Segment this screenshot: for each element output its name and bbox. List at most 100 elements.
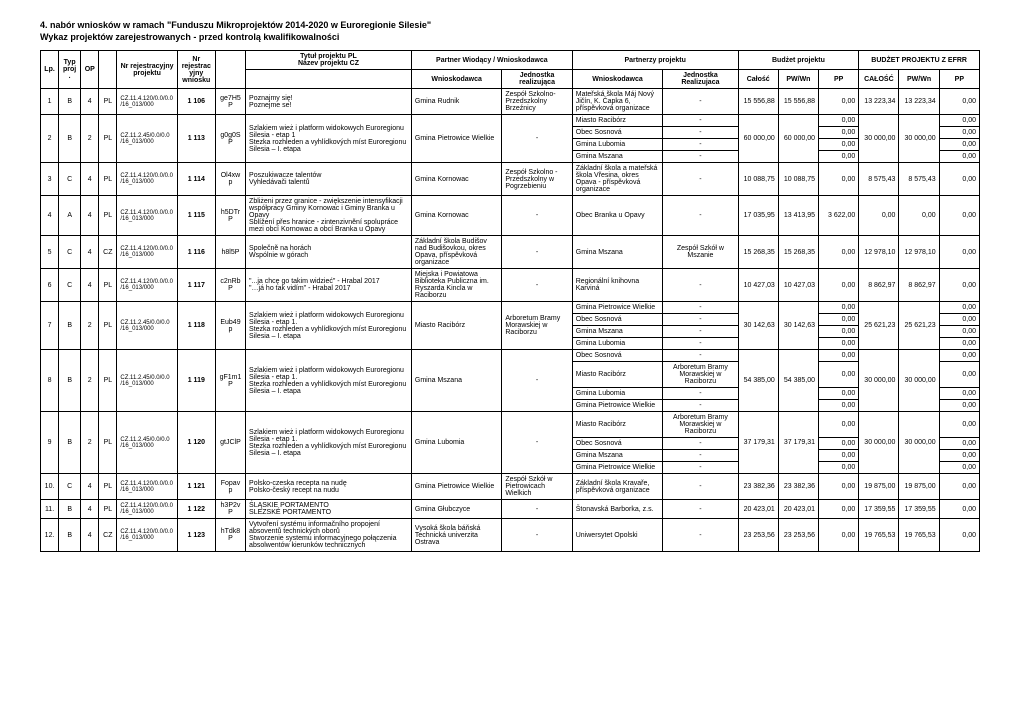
cell-title: Szlakiem wież i platform widokowych Euro… xyxy=(246,412,412,474)
table-row: 6C4PLCZ.11.4.120/0.0/0.0/16_013/0001 117… xyxy=(41,269,980,302)
cell-budget-2: 0,00 xyxy=(819,474,859,500)
cell-nrreg: 1 116 xyxy=(177,236,215,269)
cell-typ: C xyxy=(59,474,81,500)
hdr-tytul-pl: Tytuł projektu PL xyxy=(249,53,408,60)
hdr-tytul: Tytuł projektu PL Název projektu CZ xyxy=(246,51,412,70)
hdr-partner-wiodacy: Partner Wiodący / Wnioskodawca xyxy=(411,51,572,70)
cell-budget-3: 13 223,34 xyxy=(859,89,899,115)
cell-partner-jedn: - xyxy=(663,115,738,127)
cell-partner-wniosk: Gmina Mszana xyxy=(572,236,662,269)
cell-jedn: - xyxy=(502,236,572,269)
cell-title: Poznajmy się!Poznejme se! xyxy=(246,89,412,115)
cell-nrreg: 1 115 xyxy=(177,196,215,236)
title-line-1: 4. nabór wniosków w ramach "Funduszu Mik… xyxy=(40,20,980,30)
cell-code: h5DTrP xyxy=(215,196,245,236)
hdr-code xyxy=(215,51,245,89)
cell-typ: B xyxy=(59,412,81,474)
cell-pp: 0,00 xyxy=(819,438,859,450)
projects-table: Lp. Typ proj. OP Nr rejestracyjny projek… xyxy=(40,50,980,552)
cell-op: 2 xyxy=(81,302,99,350)
cell-title: Szlakiem wież i platform widokowych Euro… xyxy=(246,350,412,412)
cell-nrreg: 1 113 xyxy=(177,115,215,163)
cell-budget-4: 19 765,53 xyxy=(899,519,939,552)
cell-partner-wniosk: Štonavská Barborka, z.s. xyxy=(572,500,662,519)
table-row: 9B2PLCZ.11.2.45/0.0/0.0/16_013/0001 120g… xyxy=(41,412,980,438)
cell-reg: CZ.11.4.120/0.0/0.0/16_013/000 xyxy=(117,500,177,519)
cell-partner-wniosk: Základní škola Kravaře, příspěvková orga… xyxy=(572,474,662,500)
cell-budget-1: 10 088,75 xyxy=(778,163,818,196)
cell-typ: B xyxy=(59,500,81,519)
cell-budget-4: 0,00 xyxy=(899,196,939,236)
hdr-partnerzy: Partnerzy projektu xyxy=(572,51,738,70)
cell-jedn: Arboretum Bramy Morawskiej w Raciborzu xyxy=(502,302,572,350)
cell-wniosk: Gmina Kornowac xyxy=(411,163,501,196)
cell-title: Szlakiem wież i platform widokowych Euro… xyxy=(246,302,412,350)
cell-title: Vytvoření systému informačního propojení… xyxy=(246,519,412,552)
hdr-jednostka: Jednostka realizująca xyxy=(502,70,572,89)
cell-budget-5: 0,00 xyxy=(939,196,979,236)
hdr-pp: PP xyxy=(819,70,859,89)
cell-pp2: 0,00 xyxy=(939,350,979,362)
cell-b0: 37 179,31 xyxy=(738,412,778,474)
cell-wniosk: Gmina Mszana xyxy=(411,350,501,412)
cell-pp2: 0,00 xyxy=(939,400,979,412)
cell-typ: B xyxy=(59,519,81,552)
cell-pl: PL xyxy=(99,115,117,163)
cell-reg: CZ.11.2.45/0.0/0.0/16_013/000 xyxy=(117,115,177,163)
cell-pp: 0,00 xyxy=(819,412,859,438)
cell-budget-1: 15 268,35 xyxy=(778,236,818,269)
cell-reg: CZ.11.4.120/0.0/0.0/16_013/000 xyxy=(117,236,177,269)
cell-partner-wniosk: Gmina Mszana xyxy=(572,151,662,163)
cell-partner-jedn: - xyxy=(663,338,738,350)
cell-pl: PL xyxy=(99,89,117,115)
title-line-2: Wykaz projektów zarejestrowanych - przed… xyxy=(40,32,980,42)
cell-partner-jedn: - xyxy=(663,269,738,302)
cell-partner-jedn: - xyxy=(663,350,738,362)
cell-pl: PL xyxy=(99,474,117,500)
cell-partner-wniosk: Obec Sosnová xyxy=(572,350,662,362)
cell-partner-wniosk: Miasto Racibórz xyxy=(572,115,662,127)
cell-pl: PL xyxy=(99,350,117,412)
cell-pp: 0,00 xyxy=(819,314,859,326)
cell-title: Společně na horáchWspólnie w górach xyxy=(246,236,412,269)
cell-pp: 0,00 xyxy=(819,302,859,314)
cell-pl: CZ xyxy=(99,236,117,269)
hdr-calosc: Całość xyxy=(738,70,778,89)
cell-partner-jedn: - xyxy=(663,127,738,139)
cell-nrreg: 1 120 xyxy=(177,412,215,474)
cell-reg: CZ.11.4.120/0.0/0.0/16_013/000 xyxy=(117,163,177,196)
cell-b0: 54 385,00 xyxy=(738,350,778,412)
cell-nrreg: 1 106 xyxy=(177,89,215,115)
cell-pl: PL xyxy=(99,269,117,302)
cell-wniosk: Gmina Pietrowice Wielkie xyxy=(411,115,501,163)
cell-partner-wniosk: Gmina Pietrowice Wielkie xyxy=(572,302,662,314)
cell-typ: A xyxy=(59,196,81,236)
cell-typ: B xyxy=(59,302,81,350)
cell-lp: 9 xyxy=(41,412,59,474)
cell-budget-1: 13 413,95 xyxy=(778,196,818,236)
hdr-pwwn2: PW/Wn xyxy=(899,70,939,89)
cell-lp: 5 xyxy=(41,236,59,269)
cell-lp: 7 xyxy=(41,302,59,350)
cell-budget-2: 0,00 xyxy=(819,519,859,552)
cell-code: Ol4xwp xyxy=(215,163,245,196)
cell-pp2: 0,00 xyxy=(939,139,979,151)
cell-reg: CZ.11.4.120/0.0/0.0/16_013/000 xyxy=(117,196,177,236)
cell-budget-4: 8 862,97 xyxy=(899,269,939,302)
hdr-budzet-efrr: BUDŻET PROJEKTU Z EFRR xyxy=(859,51,980,70)
cell-budget-5: 0,00 xyxy=(939,163,979,196)
cell-budget-4: 12 978,10 xyxy=(899,236,939,269)
table-row: 3C4PLCZ.11.4.120/0.0/0.0/16_013/0001 114… xyxy=(41,163,980,196)
cell-lp: 4 xyxy=(41,196,59,236)
cell-pp: 0,00 xyxy=(819,139,859,151)
cell-partner-jedn: - xyxy=(663,89,738,115)
cell-jedn: - xyxy=(502,196,572,236)
cell-pp2: 0,00 xyxy=(939,302,979,314)
cell-budget-3: 12 978,10 xyxy=(859,236,899,269)
cell-code: Fopavp xyxy=(215,474,245,500)
cell-jedn: - xyxy=(502,412,572,474)
cell-partner-jedn: - xyxy=(663,462,738,474)
cell-lp: 3 xyxy=(41,163,59,196)
hdr-lp: Lp. xyxy=(41,51,59,89)
cell-jedn: - xyxy=(502,500,572,519)
